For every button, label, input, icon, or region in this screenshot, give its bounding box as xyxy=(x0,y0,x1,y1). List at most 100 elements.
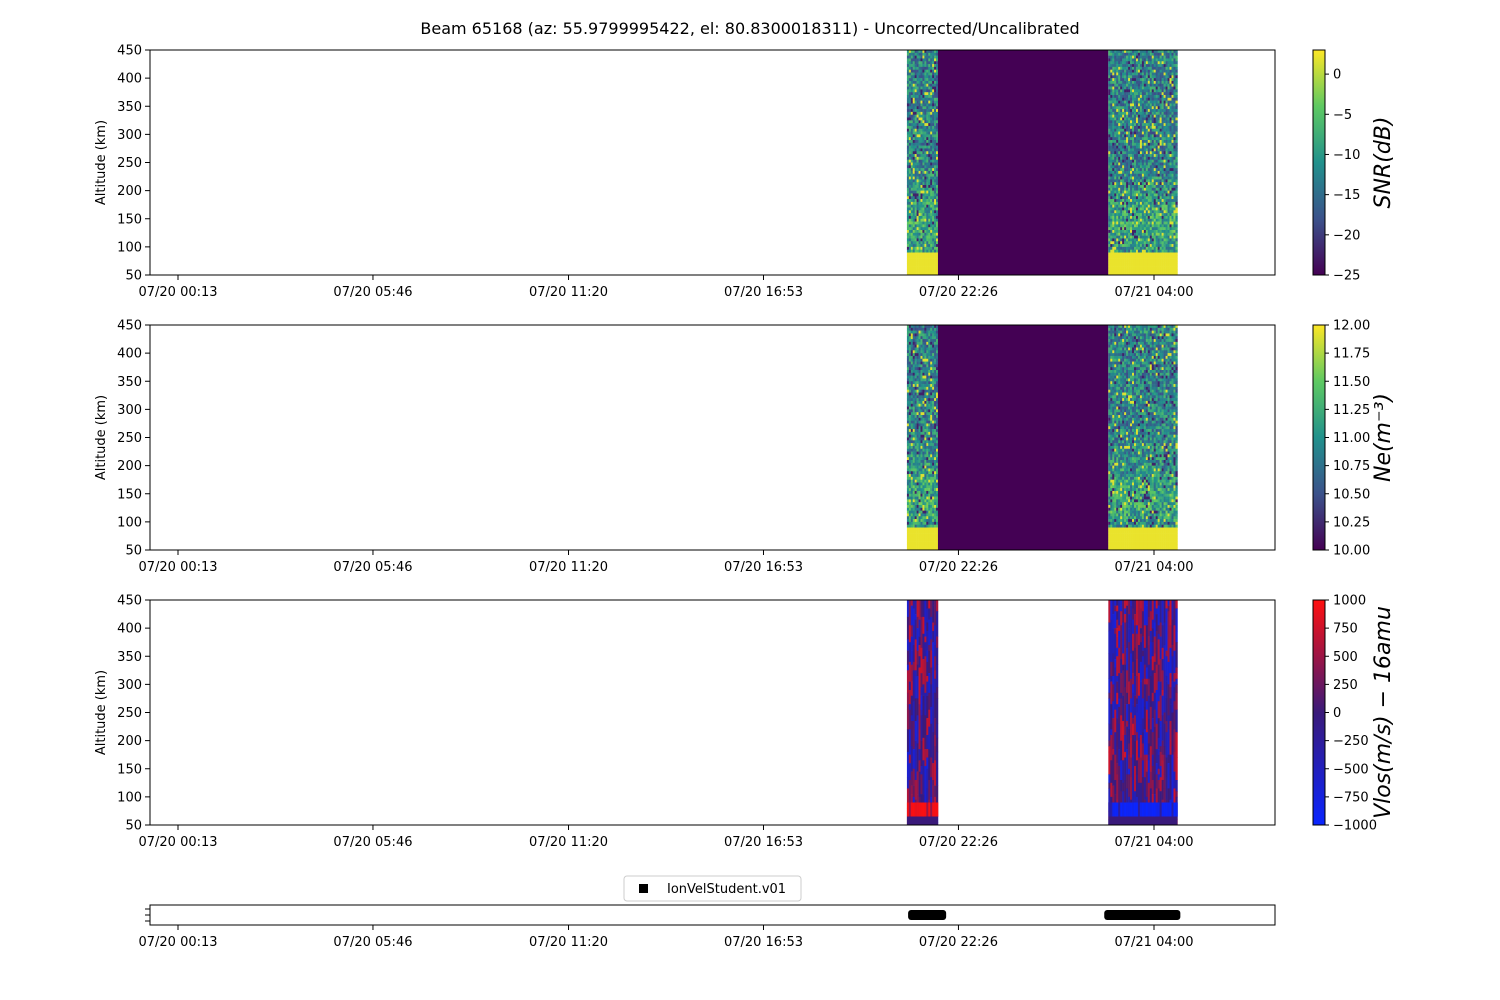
heatmap-cell xyxy=(936,269,939,273)
heatmap-cell xyxy=(1175,159,1178,163)
heatmap-cell xyxy=(1161,179,1164,183)
heatmap-cell xyxy=(906,50,910,54)
heatmap-cell xyxy=(1153,58,1157,62)
heatmap-cell xyxy=(1120,140,1123,144)
heatmap-cell xyxy=(1122,142,1125,146)
heatmap-cell xyxy=(916,417,919,421)
heatmap-cell xyxy=(1124,162,1127,166)
heatmap-cell xyxy=(1161,173,1164,177)
heatmap-cell xyxy=(916,168,919,172)
heatmap-cell xyxy=(1163,241,1166,245)
heatmap-cell xyxy=(1124,207,1127,211)
heatmap-cell xyxy=(1108,69,1111,73)
heatmap-cell xyxy=(1110,156,1113,160)
heatmap-cell xyxy=(1157,213,1160,217)
heatmap-cell xyxy=(906,232,910,236)
heatmap-cell xyxy=(1171,52,1174,56)
heatmap-cell xyxy=(910,538,914,542)
heatmap-cell xyxy=(912,210,915,214)
heatmap-cell xyxy=(1128,111,1131,115)
heatmap-cell xyxy=(1149,142,1153,146)
heatmap-cell xyxy=(924,395,927,399)
heatmap-cell xyxy=(1163,58,1166,62)
heatmap-cell xyxy=(1153,137,1157,141)
heatmap-cell xyxy=(1153,109,1157,113)
heatmap-cell xyxy=(912,451,915,455)
heatmap-cell xyxy=(934,173,937,177)
heatmap-cell xyxy=(936,266,939,270)
heatmap-cell xyxy=(910,58,914,62)
heatmap-cell xyxy=(1122,185,1125,189)
heatmap-cell xyxy=(1165,125,1168,130)
heatmap-cell xyxy=(924,378,927,382)
heatmap-cell xyxy=(922,159,925,163)
heatmap-cell xyxy=(1147,193,1151,197)
heatmap-cell xyxy=(1171,249,1174,253)
heatmap-cell xyxy=(922,423,925,427)
heatmap-cell xyxy=(926,173,929,177)
heatmap-cell xyxy=(916,224,919,228)
heatmap-cell xyxy=(920,485,923,489)
heatmap-cell xyxy=(1110,58,1113,62)
heatmap-cell xyxy=(920,162,923,166)
heatmap-cell xyxy=(1112,142,1115,146)
heatmap-cell xyxy=(1118,165,1121,169)
heatmap-cell xyxy=(924,533,927,537)
heatmap-cell xyxy=(926,361,929,365)
heatmap-cell xyxy=(910,384,914,388)
heatmap-cell xyxy=(918,417,921,421)
heatmap-cell xyxy=(920,80,923,85)
heatmap-cell xyxy=(934,55,937,59)
heatmap-cell xyxy=(910,465,914,469)
heatmap-cell xyxy=(1143,83,1147,87)
heatmap-cell xyxy=(1147,69,1151,73)
heatmap-cell xyxy=(1116,260,1119,265)
heatmap-cell xyxy=(910,423,914,427)
heatmap-cell xyxy=(1155,168,1158,172)
heatmap-cell xyxy=(1155,78,1158,82)
heatmap-cell xyxy=(914,378,917,382)
heatmap-cell xyxy=(906,64,910,68)
heatmap-cell xyxy=(1132,58,1135,62)
heatmap-cell xyxy=(1112,111,1115,115)
heatmap-cell xyxy=(920,215,923,220)
heatmap-cell xyxy=(1153,266,1157,270)
heatmap-cell xyxy=(1120,142,1123,146)
heatmap-cell xyxy=(1118,252,1121,256)
heatmap-cell xyxy=(1122,66,1125,70)
heatmap-cell xyxy=(910,462,914,466)
heatmap-cell xyxy=(924,103,927,107)
heatmap-cell xyxy=(926,193,929,197)
heatmap-cell xyxy=(1112,221,1115,225)
heatmap-cell xyxy=(1108,109,1111,113)
heatmap-cell xyxy=(910,193,914,197)
heatmap-cell xyxy=(910,372,914,376)
heatmap-cell xyxy=(1126,227,1129,231)
heatmap-cell xyxy=(934,210,937,214)
heatmap-cell xyxy=(1137,193,1141,197)
heatmap-cell xyxy=(1139,148,1143,152)
heatmap-cell xyxy=(912,372,915,376)
heatmap-cell xyxy=(1124,58,1127,62)
heatmap-cell xyxy=(914,485,917,489)
heatmap-cell xyxy=(920,516,923,520)
heatmap-cell xyxy=(1153,159,1157,163)
heatmap-cell xyxy=(1159,109,1162,113)
heatmap-cell xyxy=(912,344,915,348)
heatmap-cell xyxy=(922,235,925,239)
heatmap-cell xyxy=(1157,140,1160,144)
heatmap-cell xyxy=(1143,252,1147,256)
heatmap-cell xyxy=(914,524,917,528)
heatmap-cell xyxy=(1112,230,1115,234)
heatmap-cell xyxy=(1135,215,1139,220)
heatmap-cell xyxy=(1143,207,1147,211)
heatmap-cell xyxy=(1135,80,1139,85)
heatmap-cell xyxy=(1133,221,1137,225)
heatmap-cell xyxy=(1118,145,1121,149)
heatmap-cell xyxy=(924,218,927,222)
heatmap-cell xyxy=(918,527,921,531)
heatmap-cell xyxy=(1147,176,1151,180)
heatmap-cell xyxy=(1171,213,1174,217)
heatmap-cell xyxy=(914,350,917,354)
heatmap-cell xyxy=(1110,100,1113,104)
